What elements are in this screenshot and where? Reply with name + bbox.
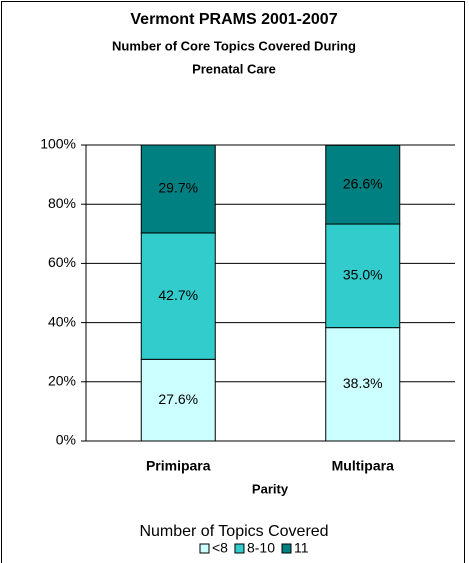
data-label: 42.7% (158, 287, 198, 303)
legend-label: 8-10 (247, 540, 275, 556)
data-label: 35.0% (343, 267, 383, 283)
y-tick-label: 60% (48, 254, 76, 270)
y-tick-label: 0% (56, 432, 76, 448)
bar-segment (325, 144, 401, 225)
data-label: 26.6% (343, 175, 383, 191)
bar-segment (325, 223, 401, 329)
chart-title: Vermont PRAMS 2001-2007 (130, 11, 337, 28)
data-label: 29.7% (158, 180, 198, 196)
legend-swatch (234, 543, 245, 554)
x-tick-label: Primipara (146, 458, 211, 474)
bar-segment (140, 144, 216, 234)
y-tick-label: 40% (48, 313, 76, 329)
y-tick-label: 100% (40, 136, 76, 152)
bar-segment (325, 327, 401, 442)
data-label: 38.3% (343, 375, 383, 391)
bar-segment (140, 358, 216, 442)
legend-label: <8 (212, 540, 228, 556)
legend-swatch (281, 543, 292, 554)
x-axis-label: Parity (252, 481, 289, 496)
y-tick-label: 80% (48, 195, 76, 211)
data-label: 27.6% (158, 391, 198, 407)
bar-segment (140, 232, 216, 360)
x-tick-label: Multipara (332, 458, 394, 474)
y-tick-label: 20% (48, 373, 76, 389)
chart-subtitle: Prenatal Care (192, 61, 276, 76)
legend-title: Number of Topics Covered (139, 523, 328, 540)
legend-label: 11 (294, 540, 309, 556)
chart-subtitle: Number of Core Topics Covered During (112, 38, 356, 53)
legend-swatch (199, 543, 210, 554)
